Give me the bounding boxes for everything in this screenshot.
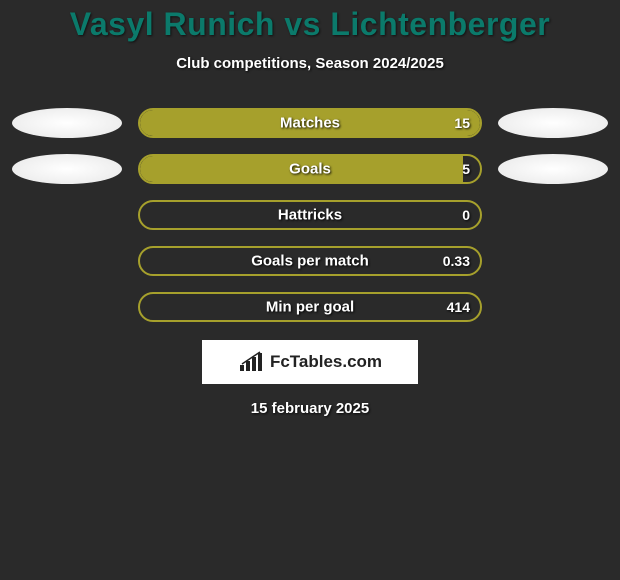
- stat-label: Goals per match: [251, 253, 369, 270]
- stat-value: 414: [447, 299, 470, 315]
- stat-rows-container: Matches 15 Goals 5 Hattricks 0 Goals per match…: [0, 108, 620, 322]
- date-label: 15 february 2025: [0, 400, 620, 417]
- stat-value: 15: [454, 115, 470, 131]
- stat-bar: Min per goal 414: [138, 292, 482, 322]
- stat-label: Hattricks: [278, 207, 342, 224]
- stat-label: Min per goal: [266, 299, 354, 316]
- subtitle: Club competitions, Season 2024/2025: [0, 55, 620, 72]
- left-ellipse: [12, 108, 122, 138]
- right-ellipse: [498, 108, 608, 138]
- right-ellipse: [498, 154, 608, 184]
- stat-label: Matches: [280, 115, 340, 132]
- stat-value: 0: [462, 207, 470, 223]
- stat-bar: Goals 5: [138, 154, 482, 184]
- stat-row: Goals 5: [0, 154, 620, 184]
- stat-row: Hattricks 0: [0, 200, 620, 230]
- stat-row: Goals per match 0.33: [0, 246, 620, 276]
- stats-card: Vasyl Runich vs Lichtenberger Club compe…: [0, 0, 620, 417]
- bar-chart-icon: [238, 351, 264, 373]
- stat-label: Goals: [289, 161, 331, 178]
- stat-bar: Matches 15: [138, 108, 482, 138]
- logo-box[interactable]: FcTables.com: [202, 340, 418, 384]
- stat-value: 0.33: [443, 253, 470, 269]
- stat-value: 5: [462, 161, 470, 177]
- stat-bar: Hattricks 0: [138, 200, 482, 230]
- left-ellipse: [12, 154, 122, 184]
- stat-row: Matches 15: [0, 108, 620, 138]
- logo-text: FcTables.com: [270, 352, 382, 372]
- stat-row: Min per goal 414: [0, 292, 620, 322]
- page-title: Vasyl Runich vs Lichtenberger: [0, 6, 620, 43]
- stat-bar: Goals per match 0.33: [138, 246, 482, 276]
